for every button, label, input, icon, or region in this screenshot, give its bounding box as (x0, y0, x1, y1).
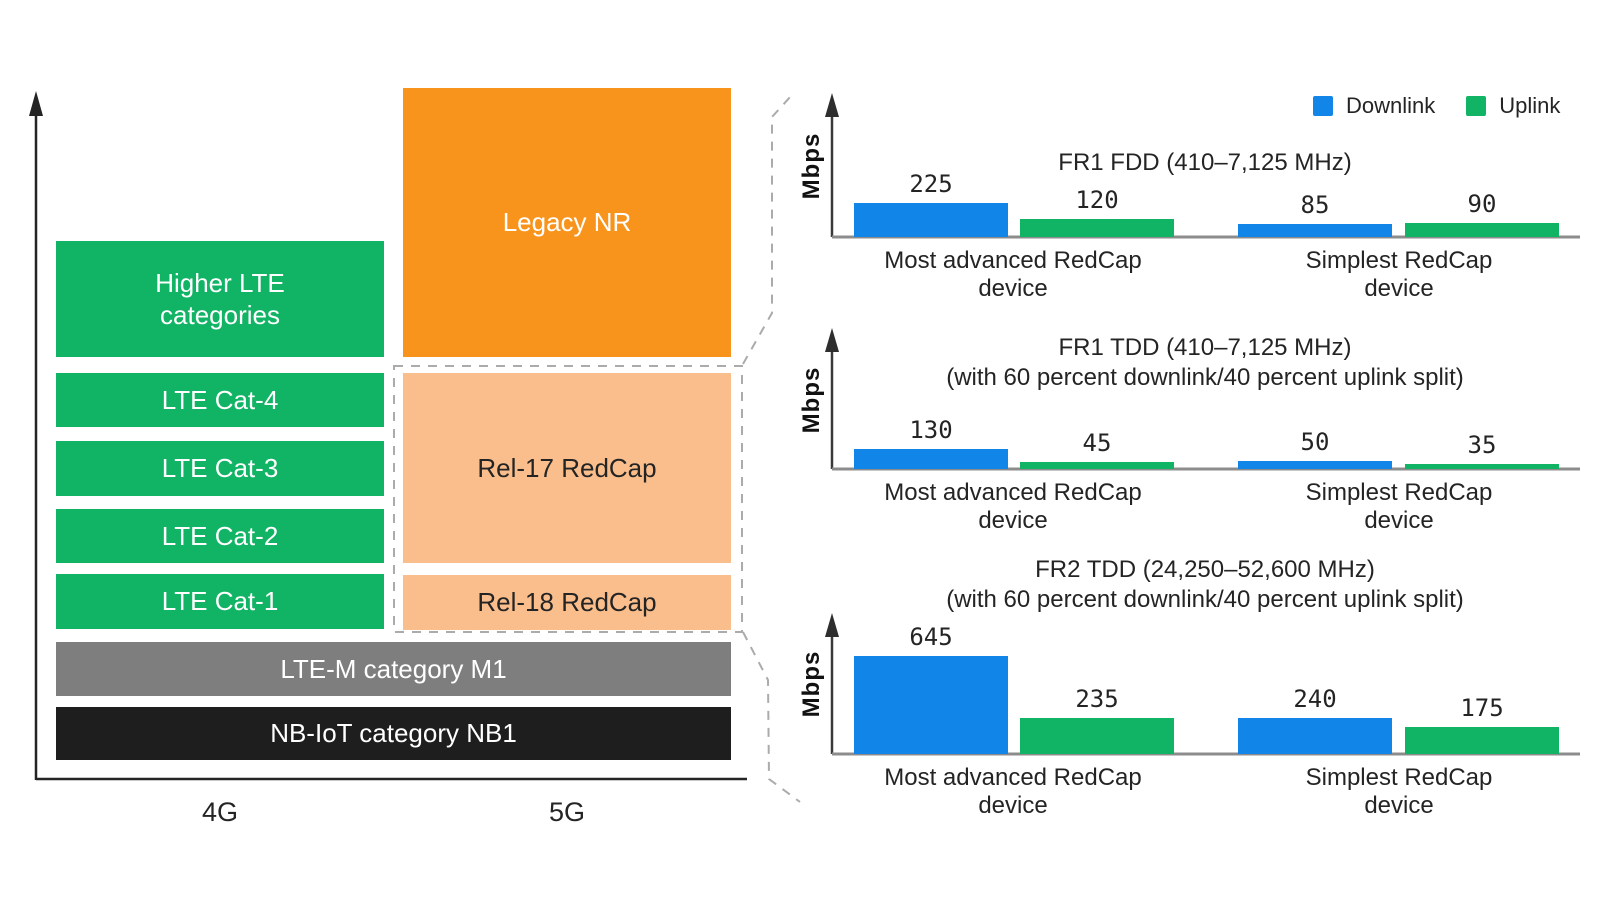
box-higher-lte-label: Higher LTE categories (155, 267, 285, 331)
chart-title: FR2 TDD (24,250–52,600 MHz) (1035, 556, 1375, 583)
chart3-y-axis-arrow-icon (825, 613, 839, 637)
box-lte-cat2-label: LTE Cat-2 (161, 520, 279, 551)
bar-value-label: 235 (1075, 685, 1119, 713)
category-label: Simplest RedCap device (1305, 479, 1493, 534)
chart2-y-axis-arrow-icon (825, 328, 839, 352)
box-lte-cat4: LTE Cat-4 (56, 373, 384, 427)
bar-downlink (1238, 718, 1392, 754)
box-rel18-redcap: Rel-18 RedCap (403, 575, 731, 630)
bar-downlink (1238, 224, 1392, 237)
box-lte-cat4-label: LTE Cat-4 (161, 384, 279, 415)
bar-value-label: 130 (909, 416, 953, 444)
box-lte-m: LTE-M category M1 (56, 642, 731, 696)
box-lte-cat3-label: LTE Cat-3 (161, 453, 279, 484)
bar-value-label: 175 (1460, 694, 1504, 722)
bar-uplink (1020, 718, 1174, 754)
x-axis-label-5g: 5G (548, 797, 586, 827)
y-axis-unit-label: Mbps (798, 132, 825, 200)
chart-title: FR1 FDD (410–7,125 MHz) (1058, 149, 1352, 176)
bar-uplink (1405, 464, 1559, 469)
bar-value-label: 35 (1467, 431, 1497, 459)
bar-value-label: 45 (1082, 429, 1112, 457)
y-axis-unit-label: Mbps (798, 366, 825, 434)
connector-bottom-dashed-line (742, 631, 801, 803)
bar-uplink (1405, 223, 1559, 237)
chart-subtitle: (with 60 percent downlink/40 percent upl… (946, 364, 1464, 391)
box-lte-m-label: LTE-M category M1 (280, 653, 507, 684)
y-axis-unit-label: Mbps (798, 650, 825, 718)
bar-downlink (854, 203, 1008, 237)
downlink-swatch-icon (1313, 96, 1333, 116)
uplink-swatch-icon (1466, 96, 1487, 116)
box-higher-lte: Higher LTE categories (56, 241, 384, 357)
bar-downlink (1238, 461, 1392, 469)
bar-downlink (854, 656, 1008, 754)
bar-uplink (1020, 219, 1174, 237)
bar-value-label: 85 (1300, 191, 1330, 219)
box-nb-iot: NB-IoT category NB1 (56, 707, 731, 760)
box-legacy-nr: Legacy NR (403, 88, 731, 357)
box-legacy-nr-label: Legacy NR (502, 207, 632, 238)
bar-downlink (854, 449, 1008, 469)
category-label: Most advanced RedCap device (884, 764, 1142, 819)
x-axis-label-4g: 4G (201, 797, 239, 827)
legend: Downlink Uplink (1313, 93, 1560, 119)
box-rel18-redcap-label: Rel-18 RedCap (477, 587, 657, 618)
left-y-axis-arrow-icon (29, 91, 43, 116)
bar-uplink (1405, 727, 1559, 754)
legend-uplink-label: Uplink (1499, 93, 1561, 118)
category-label: Simplest RedCap device (1305, 764, 1493, 819)
bar-value-label: 90 (1467, 190, 1497, 218)
box-rel17-redcap-label: Rel-17 RedCap (477, 452, 657, 483)
category-label: Most advanced RedCap device (884, 479, 1142, 534)
category-label: Most advanced RedCap device (884, 247, 1142, 302)
box-nb-iot-label: NB-IoT category NB1 (270, 718, 517, 749)
bar-value-label: 240 (1293, 685, 1337, 713)
bar-value-label: 120 (1075, 186, 1119, 214)
legend-downlink-label: Downlink (1346, 93, 1436, 118)
connector-top-dashed-line (742, 95, 792, 365)
bar-value-label: 225 (909, 170, 953, 198)
box-lte-cat1: LTE Cat-1 (56, 574, 384, 629)
box-lte-cat1-label: LTE Cat-1 (161, 586, 279, 617)
box-lte-cat2: LTE Cat-2 (56, 509, 384, 563)
box-rel17-redcap: Rel-17 RedCap (403, 373, 731, 563)
box-lte-cat3: LTE Cat-3 (56, 441, 384, 496)
chart1-y-axis-arrow-icon (825, 93, 839, 117)
bar-uplink (1020, 462, 1174, 469)
bar-value-label: 50 (1300, 428, 1330, 456)
category-label: Simplest RedCap device (1305, 247, 1493, 302)
chart-title: FR1 TDD (410–7,125 MHz) (1058, 334, 1352, 361)
chart-subtitle: (with 60 percent downlink/40 percent upl… (946, 586, 1464, 613)
bar-value-label: 645 (909, 623, 953, 651)
